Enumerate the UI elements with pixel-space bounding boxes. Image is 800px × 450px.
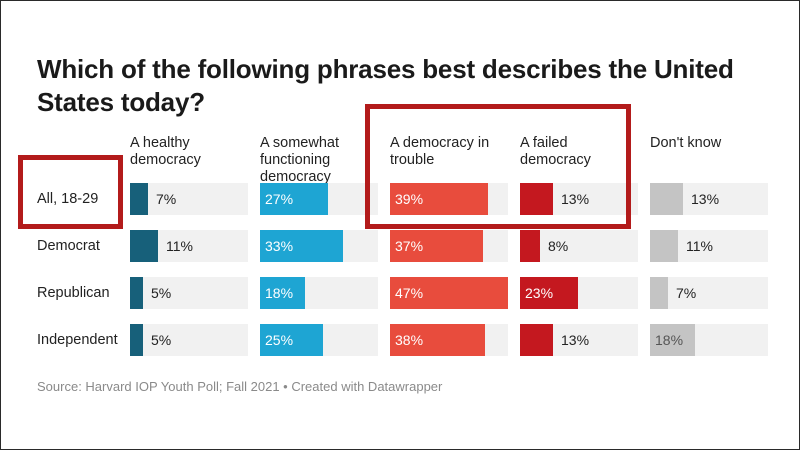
chart-title: Which of the following phrases best desc… (37, 54, 734, 117)
data-label: 8% (548, 238, 569, 254)
data-label: 23% (525, 285, 554, 301)
bar-a-democracy-in-trouble-all-18-29 (390, 183, 488, 215)
bar-a-healthy-democracy-independent (130, 324, 143, 356)
bar-track: 13% (650, 183, 768, 215)
source-note: Source: Harvard IOP Youth Poll; Fall 202… (37, 379, 443, 394)
bar-track: 5% (130, 277, 248, 309)
bar-a-democracy-in-trouble-republican (390, 277, 508, 309)
bar-track: 25% (260, 324, 378, 356)
data-label: 11% (686, 238, 713, 254)
bar-a-healthy-democracy-republican (130, 277, 143, 309)
highlight-box-all-row (18, 155, 123, 229)
bar-a-healthy-democracy-democrat (130, 230, 158, 262)
data-label: 25% (265, 332, 294, 348)
highlight-box-trouble-columns (365, 104, 631, 229)
bar-a-healthy-democracy-all-18-29 (130, 183, 148, 215)
bar-track: 7% (130, 183, 248, 215)
bar-track: 11% (650, 230, 768, 262)
data-label: 37% (395, 238, 424, 254)
bar-a-somewhat-functioning-democracy-republican (260, 277, 305, 309)
row-label-all-18-29: All, 18-29 (37, 191, 99, 207)
bar-a-failed-democracy-independent (520, 324, 553, 356)
bar-don-t-know-all-18-29 (650, 183, 683, 215)
bar-a-failed-democracy-all-18-29 (520, 183, 553, 215)
data-label: 7% (156, 191, 177, 207)
bar-track: 7% (650, 277, 768, 309)
data-label: 18% (655, 332, 684, 348)
bar-track: 37% (390, 230, 508, 262)
row-label-republican: Republican (37, 285, 110, 301)
data-label: 5% (151, 285, 172, 301)
data-label: 39% (395, 191, 424, 207)
bar-track: 39% (390, 183, 508, 215)
bar-a-somewhat-functioning-democracy-independent (260, 324, 323, 356)
bar-track: 47% (390, 277, 508, 309)
column-header-a-democracy-in-trouble: A democracy in trouble (390, 135, 490, 168)
bar-track: 38% (390, 324, 508, 356)
column-header-don-t-know: Don't know (650, 135, 722, 151)
bar-track: 11% (130, 230, 248, 262)
row-label-democrat: Democrat (37, 238, 100, 254)
data-label: 13% (691, 191, 720, 207)
bar-a-democracy-in-trouble-democrat (390, 230, 483, 262)
data-label: 47% (395, 285, 424, 301)
bar-a-failed-democracy-republican (520, 277, 578, 309)
data-label: 11% (166, 238, 193, 254)
data-label: 13% (561, 191, 590, 207)
data-label: 33% (265, 238, 294, 254)
bar-track: 8% (520, 230, 638, 262)
bar-don-t-know-democrat (650, 230, 678, 262)
bar-track: 13% (520, 183, 638, 215)
data-label: 7% (676, 285, 697, 301)
bar-don-t-know-republican (650, 277, 668, 309)
bar-don-t-know-independent (650, 324, 695, 356)
data-label: 38% (395, 332, 424, 348)
data-label: 27% (265, 191, 294, 207)
bar-a-failed-democracy-democrat (520, 230, 540, 262)
bar-track: 13% (520, 324, 638, 356)
bar-track: 18% (650, 324, 768, 356)
column-header-a-somewhat-functioning-democracy: A somewhat functioning democracy (260, 135, 339, 185)
bar-a-somewhat-functioning-democracy-all-18-29 (260, 183, 328, 215)
column-header-a-failed-democracy: A failed democracy (520, 135, 591, 168)
column-header-a-healthy-democracy: A healthy democracy (130, 135, 201, 168)
bar-track: 18% (260, 277, 378, 309)
bar-a-democracy-in-trouble-independent (390, 324, 485, 356)
bar-track: 33% (260, 230, 378, 262)
data-label: 13% (561, 332, 590, 348)
bar-track: 23% (520, 277, 638, 309)
data-label: 18% (265, 285, 294, 301)
bar-track: 27% (260, 183, 378, 215)
bar-a-somewhat-functioning-democracy-democrat (260, 230, 343, 262)
data-label: 5% (151, 332, 172, 348)
row-label-independent: Independent (37, 332, 118, 348)
bar-track: 5% (130, 324, 248, 356)
